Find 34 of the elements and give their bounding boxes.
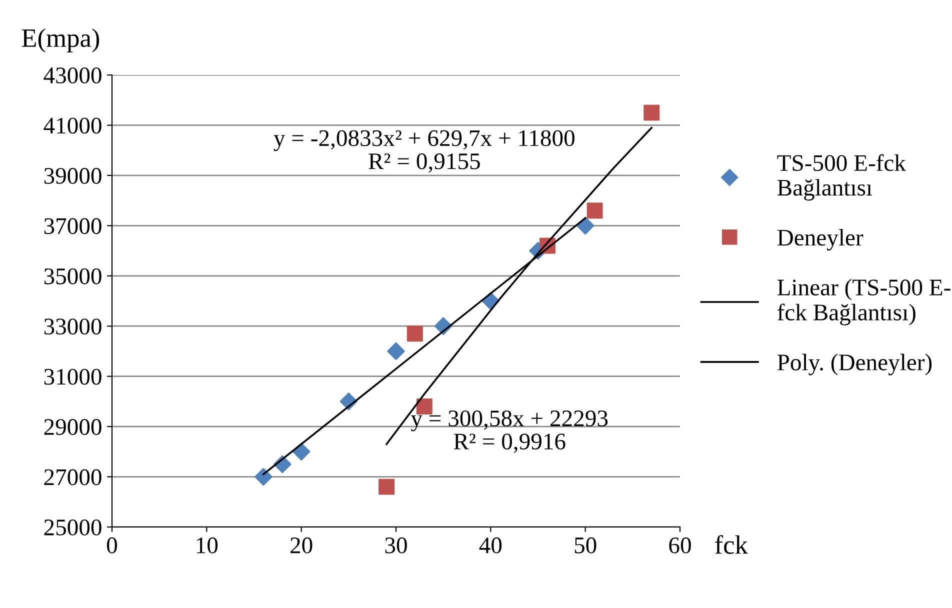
point — [644, 104, 660, 121]
x-tick-label: 50 — [574, 537, 596, 554]
legend-label: Linear (TS-500 E-fck Bağlantısı) — [777, 278, 950, 326]
point — [576, 216, 594, 235]
y-tick-label: 31000 — [44, 368, 102, 385]
x-tick-label: 0 — [106, 537, 118, 554]
x-tick-label: 30 — [385, 537, 407, 554]
y-tick-label: 29000 — [44, 419, 102, 435]
point — [254, 468, 272, 486]
point — [406, 326, 423, 342]
y-tick-label: 35000 — [44, 268, 102, 284]
legend-label: Poly. (Deneyler) — [777, 354, 932, 376]
point — [387, 342, 405, 360]
x-axis-title: fck — [715, 535, 748, 554]
y-tick-label: 37000 — [44, 218, 102, 234]
y-tick-label: 33000 — [44, 318, 102, 335]
annotation: y = 300,58x + 22293 R² = 0,9916 — [410, 410, 608, 453]
x-tick-label: 40 — [479, 537, 502, 554]
point — [586, 202, 603, 219]
annotation: y = -2,0833x² + 629,7x + 11800 R² = 0,9155 — [274, 130, 574, 173]
y-tick-label: 25000 — [44, 519, 102, 536]
point — [292, 442, 310, 461]
point — [378, 478, 395, 495]
x-tick-label: 60 — [669, 537, 691, 554]
x-tick-label: 20 — [290, 537, 312, 554]
y-tick-label: 27000 — [44, 469, 102, 486]
legend-label: Deneyler — [777, 229, 864, 251]
point — [416, 398, 432, 414]
legend-label: TS-500 E-fck Bağlantısı — [777, 154, 906, 201]
y-tick-label: 43000 — [44, 67, 102, 84]
y-tick-label: 41000 — [44, 118, 102, 134]
y-tick-label: 39000 — [44, 168, 102, 184]
y-axis-title: E(mpa) — [22, 28, 100, 52]
x-tick-label: 10 — [196, 537, 218, 554]
